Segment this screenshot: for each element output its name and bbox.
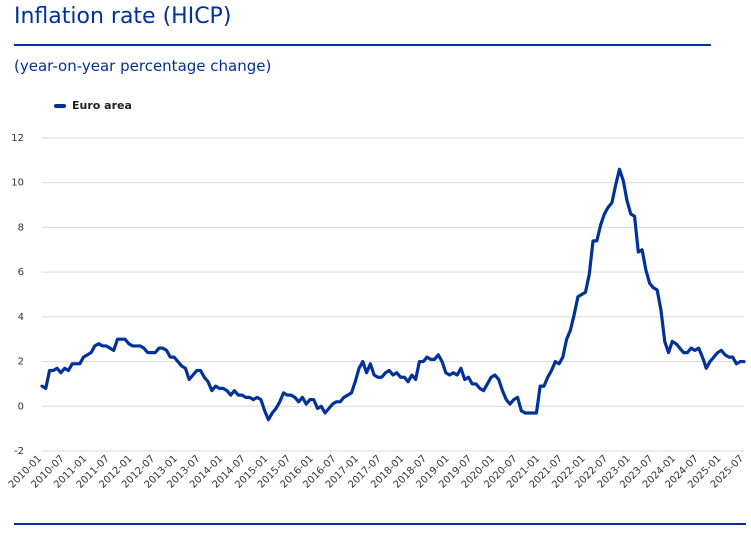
y-tick-label: 12 (11, 133, 24, 144)
legend-label-euro-area: Euro area (72, 99, 132, 112)
footer-divider (14, 523, 746, 525)
series-line-euro-area (40, 167, 746, 422)
y-tick-label: 6 (18, 267, 24, 278)
chart-title: Inflation rate (HICP) (14, 4, 232, 29)
legend-swatch-euro-area (54, 103, 66, 108)
y-tick-label: 4 (18, 312, 24, 323)
y-tick-label: 8 (18, 222, 24, 233)
y-tick-label: 0 (18, 401, 24, 412)
title-divider (14, 44, 711, 46)
y-tick-label: -2 (14, 446, 24, 457)
chart-subtitle: (year-on-year percentage change) (14, 57, 272, 75)
y-tick-label: 10 (11, 178, 24, 189)
y-tick-label: 2 (18, 357, 24, 368)
legend: Euro area (54, 99, 132, 112)
